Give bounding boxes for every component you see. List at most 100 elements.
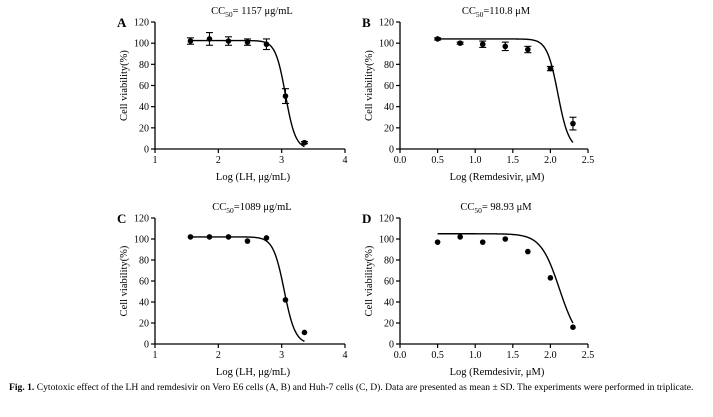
- x-tick-label: 4: [343, 155, 348, 166]
- y-tick-label: 80: [384, 60, 394, 71]
- y-tick-label: 0: [389, 340, 394, 351]
- y-axis-label: Cell viability(%): [119, 50, 130, 121]
- x-tick-label: 2.0: [544, 155, 557, 166]
- chart-title: CC50= 98.93 μM: [460, 202, 532, 215]
- y-tick-label: 80: [139, 256, 149, 267]
- x-axis-label: Log (LH, μg/mL): [216, 172, 291, 183]
- x-tick-label: 2.0: [544, 350, 557, 361]
- panel-b: 0 20 40 60 80 100 120 0.0 0.5 1.0 1.5 2.0 2.5 Log (Re…: [362, 6, 594, 183]
- data-point: [244, 39, 251, 45]
- y-tick-label: 20: [139, 319, 149, 330]
- chart-title: CC50= 1157 μg/mL: [211, 6, 293, 19]
- data-point: [479, 239, 486, 245]
- data-point: [244, 238, 251, 244]
- x-tick-label: 4: [343, 350, 348, 361]
- y-tick-label: 60: [139, 277, 149, 288]
- title-value: = 98.93 μM: [482, 202, 532, 213]
- fit-curve: [190, 236, 305, 343]
- y-tick-label: 120: [379, 214, 394, 225]
- data-point: [225, 234, 232, 240]
- chart-title: CC50=1089 μg/mL: [212, 202, 291, 215]
- title-prefix: CC: [460, 202, 474, 213]
- data-point: [479, 41, 486, 48]
- x-tick-label: 1.0: [469, 350, 482, 361]
- y-tick-label: 20: [384, 123, 394, 134]
- x-tick-label: 1.5: [507, 350, 520, 361]
- y-tick-label: 120: [134, 214, 149, 225]
- y-tick-label: 40: [384, 298, 394, 309]
- y-axis-label: Cell viability(%): [119, 245, 130, 316]
- title-prefix: CC: [212, 202, 226, 213]
- y-tick-label: 20: [139, 123, 149, 134]
- data-point: [263, 235, 270, 241]
- data-point: [187, 234, 194, 240]
- y-tick-label: 120: [379, 18, 394, 29]
- data-point: [263, 41, 270, 48]
- x-tick-label: 2.5: [582, 155, 595, 166]
- x-tick-label: 1: [153, 350, 158, 361]
- figure-caption: Fig. 1. Cytotoxic effect of the LH and r…: [9, 382, 707, 395]
- y-tick-label: 100: [134, 235, 149, 246]
- data-point: [457, 234, 463, 240]
- panel-label: C: [117, 211, 126, 226]
- data-point: [282, 297, 289, 303]
- y-tick-label: 100: [379, 39, 394, 50]
- title-value: =1089 μg/mL: [234, 202, 292, 213]
- title-value: =110.8 μM: [483, 6, 530, 17]
- data-point: [547, 65, 554, 72]
- x-tick-label: 2: [216, 155, 221, 166]
- y-tick-label: 0: [144, 145, 149, 156]
- data-point: [525, 248, 531, 255]
- caption-text: Cytotoxic effect of the LH and remdesivi…: [36, 382, 694, 393]
- title-prefix: CC: [211, 6, 225, 17]
- data-point: [547, 275, 554, 281]
- panel-label: D: [362, 211, 371, 226]
- data-point: [206, 36, 213, 42]
- x-tick-label: 1.5: [507, 155, 520, 166]
- data-point: [434, 239, 441, 245]
- data-point: [502, 43, 509, 50]
- caption-label: Fig. 1.: [9, 382, 35, 393]
- x-axis-label: Log (Remdesivir, μM): [450, 172, 545, 183]
- y-tick-label: 80: [139, 60, 149, 71]
- title-subscript: 50: [476, 10, 484, 19]
- data-point: [225, 38, 232, 44]
- x-tick-label: 1: [153, 155, 158, 166]
- x-tick-label: 3: [279, 155, 284, 166]
- panel-label: A: [117, 15, 127, 30]
- x-tick-label: 0.5: [431, 350, 444, 361]
- panel-label: B: [362, 15, 371, 30]
- y-tick-label: 60: [384, 81, 394, 92]
- y-tick-label: 100: [134, 39, 149, 50]
- y-tick-label: 120: [134, 18, 149, 29]
- x-tick-label: 0.5: [431, 155, 444, 166]
- x-axis-label: Log (Remdesivir, μM): [450, 367, 545, 378]
- x-tick-label: 0.0: [394, 155, 407, 166]
- x-axis-label: Log (LH, μg/mL): [216, 367, 291, 378]
- y-tick-label: 40: [139, 298, 149, 309]
- y-tick-label: 100: [379, 235, 394, 246]
- y-axis-label: Cell viability(%): [364, 245, 375, 316]
- chart-title: CC50=110.8 μM: [462, 6, 531, 19]
- data-point: [282, 93, 289, 99]
- fit-curve: [437, 233, 574, 324]
- y-tick-label: 0: [389, 145, 394, 156]
- data-point: [434, 36, 441, 42]
- y-tick-label: 0: [144, 340, 149, 351]
- y-tick-label: 80: [384, 256, 394, 267]
- data-point: [570, 120, 576, 127]
- data-point: [570, 324, 576, 331]
- fit-curve: [437, 38, 574, 143]
- x-tick-label: 1.0: [469, 155, 482, 166]
- data-point: [206, 234, 213, 240]
- data-point: [525, 46, 531, 53]
- title-subscript: 50: [225, 10, 233, 19]
- title-prefix: CC: [462, 6, 476, 17]
- x-tick-label: 2.5: [582, 350, 595, 361]
- x-tick-label: 3: [279, 350, 284, 361]
- title-subscript: 50: [474, 206, 482, 215]
- y-axis-label: Cell viability(%): [364, 50, 375, 121]
- panel-c: 0 20 40 60 80 100 120 1 2 3 4 Log (LH, μg/mL) Cell v…: [117, 202, 348, 378]
- data-point: [301, 139, 308, 146]
